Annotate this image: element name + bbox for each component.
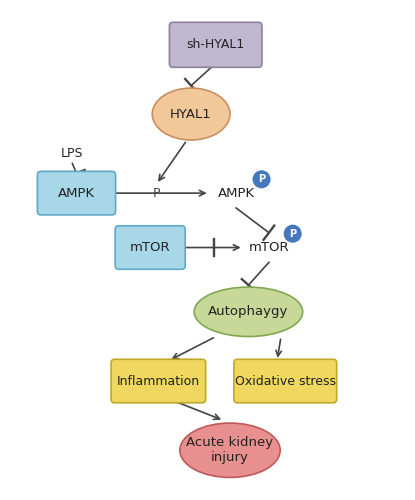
Text: HYAL1: HYAL1	[170, 108, 212, 120]
FancyBboxPatch shape	[115, 226, 185, 270]
Ellipse shape	[284, 224, 302, 242]
Text: AMPK: AMPK	[217, 186, 255, 200]
Text: mTOR: mTOR	[249, 241, 289, 254]
Text: AMPK: AMPK	[58, 186, 95, 200]
Text: P: P	[258, 174, 265, 184]
Ellipse shape	[152, 88, 230, 140]
FancyBboxPatch shape	[37, 172, 116, 215]
FancyBboxPatch shape	[169, 22, 262, 68]
Text: LPS: LPS	[61, 147, 84, 160]
Text: P: P	[153, 186, 160, 200]
FancyBboxPatch shape	[111, 360, 206, 403]
Ellipse shape	[194, 287, 303, 337]
Text: Acute kidney
injury: Acute kidney injury	[186, 436, 273, 464]
Text: sh-HYAL1: sh-HYAL1	[187, 38, 245, 52]
FancyBboxPatch shape	[234, 360, 337, 403]
Text: Oxidative stress: Oxidative stress	[235, 374, 336, 388]
Text: mTOR: mTOR	[130, 241, 171, 254]
Ellipse shape	[253, 170, 271, 188]
Ellipse shape	[180, 423, 280, 478]
Text: P: P	[289, 228, 296, 238]
Text: Inflammation: Inflammation	[117, 374, 200, 388]
Text: Autophaygy: Autophaygy	[208, 306, 288, 318]
